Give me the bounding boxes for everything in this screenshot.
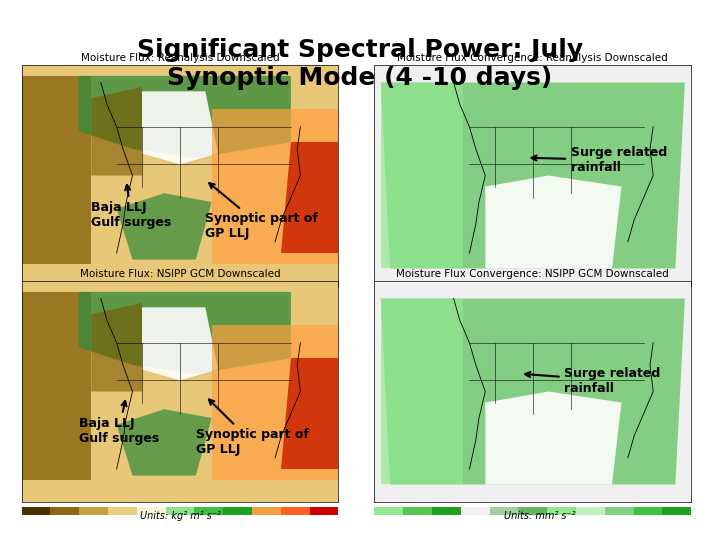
Text: Units: kg² m² s⁻²: Units: kg² m² s⁻² [140,511,220,521]
Polygon shape [117,409,212,476]
Polygon shape [282,359,338,469]
Polygon shape [381,83,685,268]
Title: Moisture Flux Convergence: NSIPP GCM Downscaled: Moisture Flux Convergence: NSIPP GCM Dow… [397,268,669,279]
Title: Moisture Flux: Reanalysis Downscaled: Moisture Flux: Reanalysis Downscaled [81,52,279,63]
Polygon shape [142,91,218,165]
Text: Synoptic part of
GP LLJ: Synoptic part of GP LLJ [196,400,309,456]
Polygon shape [381,83,463,268]
Text: Significant Spectral Power: July
Synoptic Mode (4 -10 days): Significant Spectral Power: July Synopti… [137,38,583,90]
Polygon shape [142,307,218,380]
FancyBboxPatch shape [22,292,91,480]
Polygon shape [91,303,142,392]
FancyBboxPatch shape [22,76,91,264]
FancyBboxPatch shape [212,325,338,480]
Text: Synoptic part of
GP LLJ: Synoptic part of GP LLJ [205,183,318,240]
Title: Moisture Flux Convergence: Reanalysis Downscaled: Moisture Flux Convergence: Reanalysis Do… [397,52,668,63]
Polygon shape [91,87,142,176]
Text: Surge related
rainfall: Surge related rainfall [525,367,661,395]
Text: Baja LLJ
Gulf surges: Baja LLJ Gulf surges [91,185,171,230]
Text: Surge related
rainfall: Surge related rainfall [531,146,667,174]
Polygon shape [485,176,621,268]
Polygon shape [78,292,291,374]
Polygon shape [485,392,621,484]
FancyBboxPatch shape [212,109,338,264]
Polygon shape [78,76,291,158]
Text: Units: mm² s⁻²: Units: mm² s⁻² [504,511,576,521]
Title: Moisture Flux: NSIPP GCM Downscaled: Moisture Flux: NSIPP GCM Downscaled [80,268,280,279]
Polygon shape [381,299,685,484]
Polygon shape [282,143,338,253]
Polygon shape [381,299,463,484]
Polygon shape [117,193,212,260]
Text: Baja LLJ
Gulf surges: Baja LLJ Gulf surges [78,401,159,446]
